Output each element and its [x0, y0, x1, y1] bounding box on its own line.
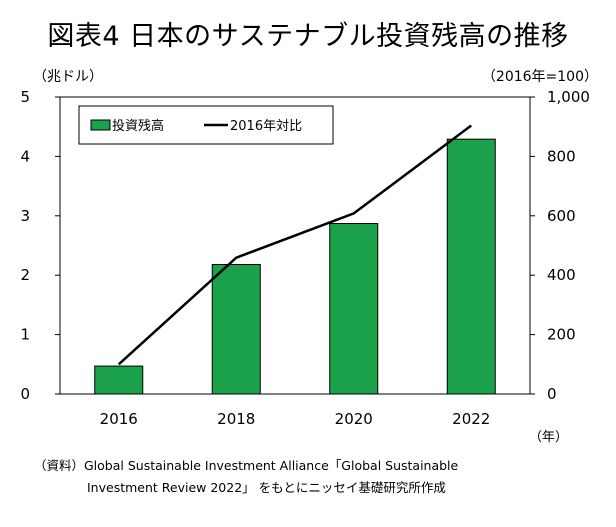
- chart-title: 図表4 日本のサステナブル投資残高の推移: [47, 21, 569, 52]
- right-axis-tick-label: 1,000: [547, 88, 590, 106]
- x-axis-unit: （年）: [529, 430, 568, 445]
- x-axis-tick-label: 2016: [100, 410, 138, 428]
- bar-2022: [446, 138, 496, 395]
- bar-2020: [329, 223, 379, 395]
- bar-2016: [94, 365, 144, 395]
- legend-line-label: 2016年対比: [230, 119, 302, 134]
- left-axis-tick-label: 0: [20, 385, 30, 403]
- right-axis-tick-label: 600: [547, 207, 576, 225]
- right-axis-tick-label: 200: [547, 326, 576, 344]
- x-axis-tick-label: 2022: [452, 410, 490, 428]
- left-axis-tick-label: 4: [20, 147, 30, 165]
- left-axis-tick-label: 3: [20, 207, 30, 225]
- legend-bar-swatch: [90, 119, 111, 131]
- left-axis-tick-label: 5: [20, 88, 30, 106]
- plot-frame: [59, 96, 531, 395]
- left-axis-unit: （兆ドル）: [33, 69, 103, 85]
- legend-bar-label: 投資残高: [112, 118, 164, 134]
- right-axis-tick-label: 800: [547, 147, 576, 165]
- source-note-line1: （資料）Global Sustainable Investment Allian…: [34, 458, 459, 473]
- source-note-line2: Investment Review 2022」 をもとにニッセイ基礎研究所作成: [87, 480, 446, 495]
- right-axis-tick-label: 0: [547, 385, 557, 403]
- left-axis-tick-label: 2: [20, 266, 30, 284]
- x-axis-tick-label: 2018: [217, 410, 255, 428]
- right-axis-tick-label: 400: [547, 266, 576, 284]
- x-axis-tick-label: 2020: [335, 410, 373, 428]
- bar-2018: [211, 264, 261, 395]
- line-series: [117, 124, 472, 366]
- right-axis-unit: （2016年=100）: [481, 69, 598, 85]
- left-axis-tick-label: 1: [20, 326, 30, 344]
